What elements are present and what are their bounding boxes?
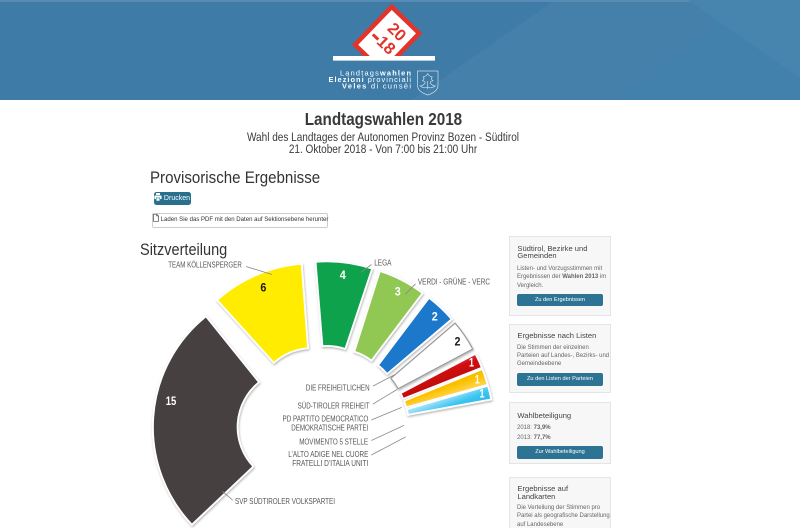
svg-text:4: 4 [340, 270, 347, 282]
svg-text:TEAM KÖLLENSPERGER: TEAM KÖLLENSPERGER [168, 260, 242, 269]
svg-text:Landtagswahlen: Landtagswahlen [340, 68, 411, 77]
svg-text:SÜD-TIROLER FREIHEIT: SÜD-TIROLER FREIHEIT [298, 401, 370, 410]
svg-text:PD PARTITO DEMOCRATICO: PD PARTITO DEMOCRATICO [283, 414, 369, 423]
svg-text:MOVIMENTO 5 STELLE: MOVIMENTO 5 STELLE [299, 437, 368, 446]
svg-text:LEGA: LEGA [374, 259, 392, 268]
svg-text:VERDI - GRÜNE - VERC: VERDI - GRÜNE - VERC [418, 278, 490, 287]
svg-text:DEMOKRATISCHE PARTEI: DEMOKRATISCHE PARTEI [291, 424, 368, 433]
svg-text:1: 1 [469, 357, 474, 369]
svg-text:15: 15 [166, 396, 177, 408]
svg-text:Veles di cunsëi: Veles di cunsëi [342, 82, 411, 91]
svg-text:Elezioni provinciali: Elezioni provinciali [329, 75, 412, 84]
svg-text:1: 1 [475, 374, 480, 386]
svg-text:18: 18 [373, 33, 399, 59]
svg-text:3: 3 [395, 286, 401, 298]
svg-text:SVP SÜDTIROLER VOLKSPARTEI: SVP SÜDTIROLER VOLKSPARTEI [235, 497, 335, 506]
svg-text:L’ALTO ADIGE NEL CUORE: L’ALTO ADIGE NEL CUORE [288, 450, 368, 459]
svg-text:2: 2 [455, 336, 461, 348]
svg-text:6: 6 [260, 283, 266, 295]
svg-text:FRATELLI D’ITALIA UNITI: FRATELLI D’ITALIA UNITI [292, 459, 368, 468]
svg-text:2: 2 [432, 311, 438, 323]
svg-text:1: 1 [480, 389, 485, 401]
svg-text:DIE FREIHEITLICHEN: DIE FREIHEITLICHEN [306, 383, 370, 392]
